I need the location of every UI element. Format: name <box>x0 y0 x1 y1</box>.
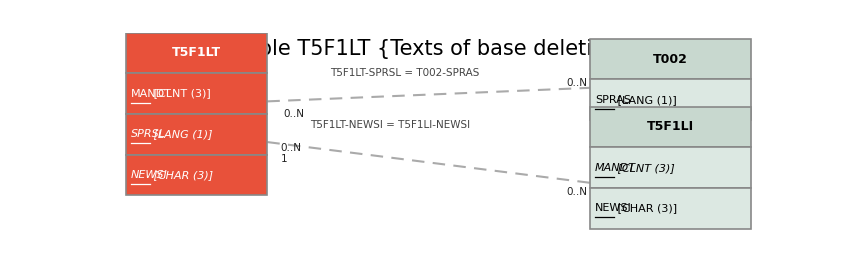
FancyBboxPatch shape <box>590 107 751 147</box>
Text: SPRSL: SPRSL <box>131 129 166 139</box>
Text: 0..N: 0..N <box>567 78 588 88</box>
FancyBboxPatch shape <box>126 73 267 114</box>
FancyBboxPatch shape <box>590 79 751 120</box>
Text: 0..N: 0..N <box>567 187 588 197</box>
Text: T5F1LT-NEWSI = T5F1LI-NEWSI: T5F1LT-NEWSI = T5F1LI-NEWSI <box>310 120 470 130</box>
Text: [CLNT (3)]: [CLNT (3)] <box>150 89 211 99</box>
FancyBboxPatch shape <box>590 39 751 79</box>
Text: [CHAR (3)]: [CHAR (3)] <box>614 203 678 213</box>
Text: [CLNT (3)]: [CLNT (3)] <box>614 163 675 173</box>
FancyBboxPatch shape <box>590 188 751 229</box>
FancyBboxPatch shape <box>590 147 751 188</box>
Text: T5F1LT-SPRSL = T002-SPRAS: T5F1LT-SPRSL = T002-SPRAS <box>329 68 479 78</box>
Text: NEWSI: NEWSI <box>595 203 632 213</box>
Text: SAP ABAP table T5F1LT {Texts of base deletions groupers}: SAP ABAP table T5F1LT {Texts of base del… <box>129 39 741 59</box>
FancyBboxPatch shape <box>126 33 267 73</box>
Text: SPRAS: SPRAS <box>595 95 631 105</box>
Text: MANDT: MANDT <box>131 89 172 99</box>
Text: NEWSI: NEWSI <box>131 170 168 180</box>
Text: T5F1LT: T5F1LT <box>172 46 221 59</box>
Text: [CHAR (3)]: [CHAR (3)] <box>150 170 213 180</box>
Text: MANDT: MANDT <box>595 163 636 173</box>
Text: [LANG (1)]: [LANG (1)] <box>150 129 213 139</box>
Text: 0..N
1: 0..N 1 <box>280 143 301 164</box>
FancyBboxPatch shape <box>126 154 267 195</box>
Text: [LANG (1)]: [LANG (1)] <box>614 95 677 105</box>
Text: T002: T002 <box>653 53 688 66</box>
FancyBboxPatch shape <box>126 114 267 154</box>
Text: 0..N: 0..N <box>284 109 305 119</box>
Text: T5F1LI: T5F1LI <box>647 120 694 133</box>
